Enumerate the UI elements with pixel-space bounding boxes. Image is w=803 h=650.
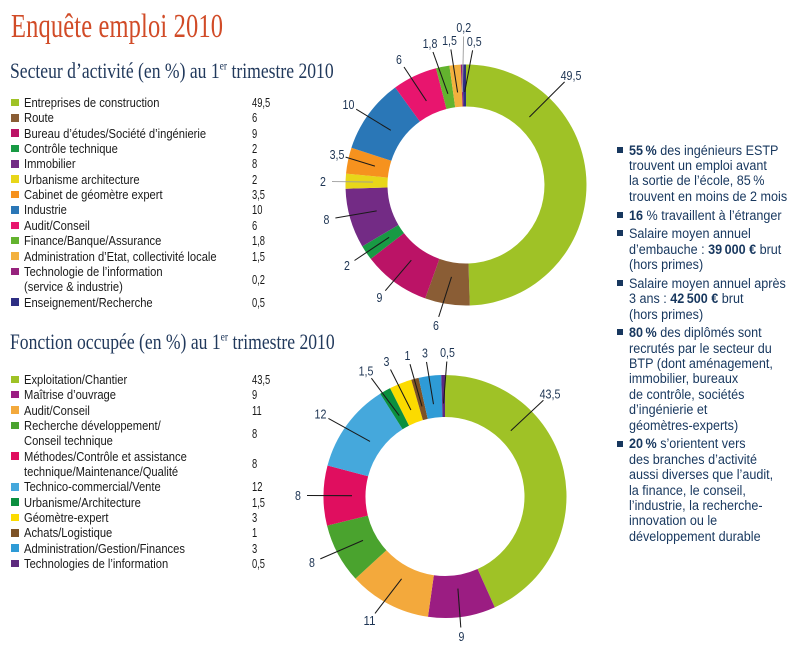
svg-text:0,2: 0,2 (456, 20, 471, 35)
svg-text:12: 12 (315, 407, 327, 422)
svg-text:43,5: 43,5 (540, 387, 561, 402)
svg-text:10: 10 (343, 97, 355, 112)
svg-text:0,5: 0,5 (440, 345, 455, 360)
svg-text:3,5: 3,5 (330, 147, 345, 162)
svg-text:2: 2 (344, 258, 350, 273)
svg-text:1,8: 1,8 (423, 36, 438, 51)
svg-text:3: 3 (384, 354, 390, 369)
svg-text:9: 9 (459, 629, 465, 644)
svg-text:8: 8 (324, 212, 330, 227)
svg-text:1,5: 1,5 (359, 364, 374, 379)
svg-text:49,5: 49,5 (561, 68, 582, 83)
svg-text:9: 9 (377, 290, 383, 305)
svg-text:3: 3 (422, 346, 428, 361)
svg-text:1: 1 (405, 348, 411, 363)
svg-text:1,5: 1,5 (442, 33, 457, 48)
svg-text:8: 8 (295, 488, 301, 503)
svg-text:8: 8 (309, 555, 315, 570)
svg-text:6: 6 (396, 52, 402, 67)
svg-text:0,5: 0,5 (467, 34, 482, 49)
svg-text:6: 6 (433, 318, 439, 333)
svg-text:2: 2 (320, 174, 326, 189)
svg-text:11: 11 (364, 613, 376, 628)
